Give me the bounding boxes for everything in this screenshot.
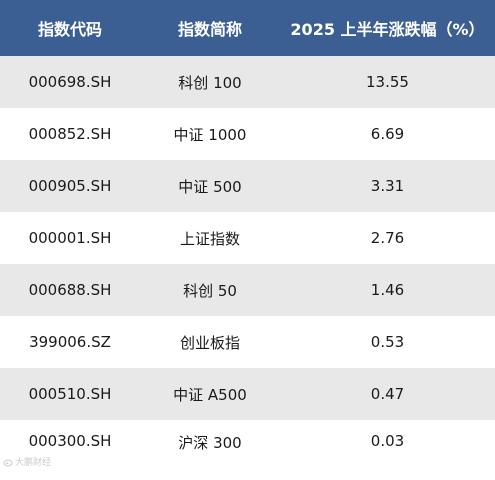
header-index-code: 指数代码 [0, 0, 140, 56]
table-row: 000001.SH 上证指数 2.76 [0, 212, 495, 264]
cell-index-name: 创业板指 [140, 316, 280, 368]
cell-change-value: 0.47 [280, 368, 495, 420]
watermark-text: 大鹏财经 [15, 458, 52, 468]
cell-index-code: 000688.SH [0, 264, 140, 316]
table-row: 000698.SH 科创 100 13.55 [0, 56, 495, 108]
cell-change-value: 0.53 [280, 316, 495, 368]
watermark: 大鹏财经 [3, 455, 51, 468]
cell-index-code: 399006.SZ [0, 316, 140, 368]
cell-index-code: 000698.SH [0, 56, 140, 108]
cell-index-name: 科创 50 [140, 264, 280, 316]
cell-index-code: 000905.SH [0, 160, 140, 212]
cell-index-code: 000510.SH [0, 368, 140, 420]
cell-index-code: 000300.SH [0, 420, 140, 480]
cell-index-code: 000001.SH [0, 212, 140, 264]
cell-change-value: 6.69 [280, 108, 495, 160]
cell-change-value: 3.31 [280, 160, 495, 212]
cell-index-code: 000852.SH [0, 108, 140, 160]
table-row: 000905.SH 中证 500 3.31 [0, 160, 495, 212]
table-row: 399006.SZ 创业板指 0.53 [0, 316, 495, 368]
cell-index-name: 上证指数 [140, 212, 280, 264]
cell-index-name: 中证 500 [140, 160, 280, 212]
cell-index-name: 中证 A500 [140, 368, 280, 420]
cell-change-value: 0.03 [280, 420, 495, 480]
table-row: 000300.SH 沪深 300 0.03 [0, 420, 495, 480]
table-header-row: 指数代码 指数简称 2025 上半年涨跌幅（%） [0, 0, 495, 56]
table-row: 000688.SH 科创 50 1.46 [0, 264, 495, 316]
cell-index-name: 科创 100 [140, 56, 280, 108]
table-row: 000852.SH 中证 1000 6.69 [0, 108, 495, 160]
cell-change-value: 2.76 [280, 212, 495, 264]
table-row: 000510.SH 中证 A500 0.47 [0, 368, 495, 420]
cell-index-name: 中证 1000 [140, 108, 280, 160]
cell-change-value: 1.46 [280, 264, 495, 316]
cell-index-name: 沪深 300 [140, 420, 280, 480]
header-h1-change: 2025 上半年涨跌幅（%） [280, 0, 495, 56]
cell-change-value: 13.55 [280, 56, 495, 108]
header-index-name: 指数简称 [140, 0, 280, 56]
weibo-logo-icon [3, 457, 13, 467]
